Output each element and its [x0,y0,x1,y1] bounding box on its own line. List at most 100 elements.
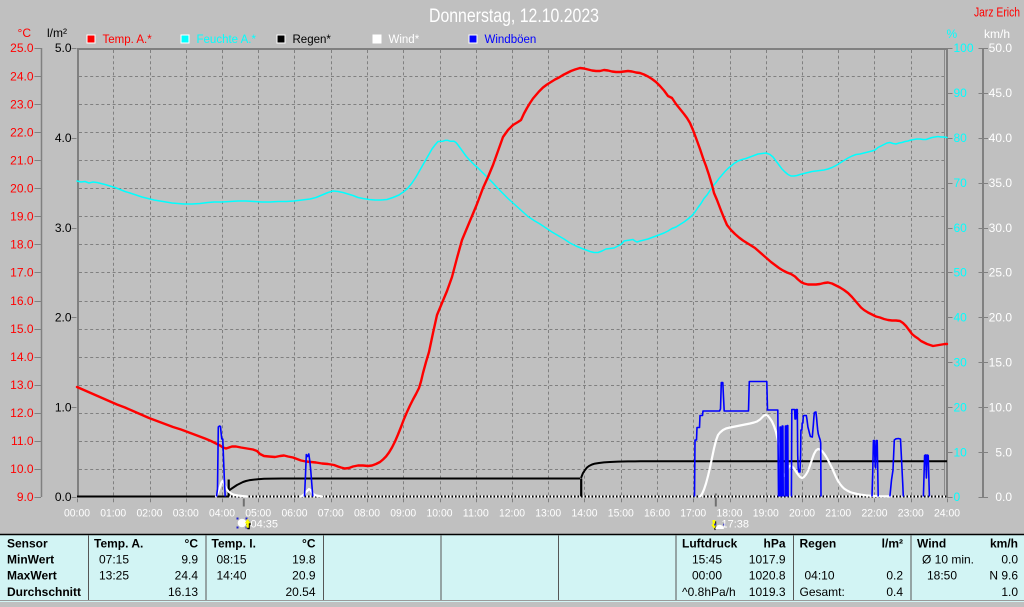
svg-text:9.9: 9.9 [181,553,198,567]
svg-text:Sensor: Sensor [7,537,48,551]
svg-text:Temp. A.: Temp. A. [94,537,143,551]
svg-text:l/m²: l/m² [47,26,67,40]
svg-text:11.0: 11.0 [11,434,34,448]
svg-text:16.0: 16.0 [10,294,34,308]
svg-text:19.0: 19.0 [10,210,34,224]
svg-text:18:50: 18:50 [927,569,957,583]
svg-text:20:00: 20:00 [789,508,815,520]
svg-text:1020.8: 1020.8 [749,569,786,583]
svg-text:°C: °C [18,26,32,40]
svg-text:14.0: 14.0 [10,350,34,364]
svg-text:10:00: 10:00 [427,508,453,520]
svg-text:00:00: 00:00 [64,508,90,520]
svg-text:100: 100 [954,41,974,55]
svg-text:17:00: 17:00 [680,508,706,520]
svg-text:5.0: 5.0 [55,41,72,55]
svg-text:Donnerstag, 12.10.2023: Donnerstag, 12.10.2023 [429,6,599,27]
svg-text:13:00: 13:00 [535,508,561,520]
svg-text:0.0: 0.0 [1001,553,1018,567]
svg-text:15:00: 15:00 [608,508,634,520]
svg-text:21.0: 21.0 [10,153,34,167]
svg-text:17.0: 17.0 [10,266,34,280]
svg-text:20.54: 20.54 [285,585,315,599]
svg-text:14:40: 14:40 [217,569,247,583]
svg-text:20: 20 [954,400,968,414]
svg-text:^0.8hPa/h: ^0.8hPa/h [682,585,736,599]
svg-text:0.4: 0.4 [886,585,903,599]
svg-text:04:35: 04:35 [251,519,279,531]
svg-text:22:00: 22:00 [862,508,888,520]
svg-text:25.0: 25.0 [989,266,1013,280]
svg-text:17:38: 17:38 [722,519,750,531]
svg-text:km/h: km/h [984,27,1010,41]
svg-text:km/h: km/h [990,537,1018,551]
svg-text:06:00: 06:00 [282,508,308,520]
svg-text:40: 40 [954,311,968,325]
svg-text:50.0: 50.0 [989,41,1013,55]
svg-text:23.0: 23.0 [10,97,34,111]
svg-text:Regen*: Regen* [293,34,332,46]
svg-text:Durchschnitt: Durchschnitt [7,585,81,599]
svg-text:22.0: 22.0 [10,125,34,139]
svg-text:Ø 10 min.: Ø 10 min. [922,553,974,567]
svg-text:14:00: 14:00 [572,508,598,520]
svg-text:04:00: 04:00 [209,508,235,520]
svg-text:MaxWert: MaxWert [7,569,57,583]
svg-text:70: 70 [954,176,968,190]
svg-text:Wind: Wind [917,537,946,551]
svg-text:80: 80 [954,131,968,145]
svg-text:11:00: 11:00 [463,508,489,520]
svg-text:07:00: 07:00 [318,508,344,520]
svg-text:50: 50 [954,266,968,280]
svg-text:20.0: 20.0 [10,182,34,196]
svg-text:90: 90 [954,86,968,100]
svg-text:l/m²: l/m² [882,537,903,551]
svg-text:00:00: 00:00 [692,569,722,583]
svg-text:24:00: 24:00 [934,508,960,520]
svg-text:Wind*: Wind* [389,34,420,46]
svg-text:12:00: 12:00 [499,508,525,520]
svg-text:01:00: 01:00 [100,508,126,520]
svg-text:08:15: 08:15 [217,553,247,567]
svg-text:15:45: 15:45 [692,553,722,567]
svg-text:18:00: 18:00 [717,508,743,520]
svg-text:04:10: 04:10 [805,569,835,583]
svg-text:1017.9: 1017.9 [749,553,786,567]
svg-text:16.13: 16.13 [168,585,198,599]
svg-text:15.0: 15.0 [989,356,1013,370]
svg-text:25.0: 25.0 [10,41,34,55]
svg-text:2.0: 2.0 [55,311,72,325]
svg-text:10.0: 10.0 [10,462,34,476]
svg-text:Jarz Erich: Jarz Erich [974,5,1020,20]
svg-text:15.0: 15.0 [10,322,34,336]
svg-text:10: 10 [954,445,968,459]
svg-text:05:00: 05:00 [245,508,271,520]
svg-text:MinWert: MinWert [7,553,54,567]
svg-text:3.0: 3.0 [55,221,72,235]
svg-text:40.0: 40.0 [989,131,1013,145]
svg-text:1019.3: 1019.3 [749,585,786,599]
svg-text:03:00: 03:00 [173,508,199,520]
svg-text:1.0: 1.0 [55,400,72,414]
svg-text:02:00: 02:00 [137,508,163,520]
svg-text:21:00: 21:00 [825,508,851,520]
svg-text:13:25: 13:25 [99,569,129,583]
svg-text:19.8: 19.8 [292,553,316,567]
svg-text:4.0: 4.0 [55,131,72,145]
svg-text:N 9.6: N 9.6 [989,569,1018,583]
svg-text:35.0: 35.0 [989,176,1013,190]
svg-text:45.0: 45.0 [989,86,1013,100]
svg-text:23:00: 23:00 [898,508,924,520]
svg-text:Regen: Regen [800,537,837,551]
svg-text:30: 30 [954,356,968,370]
svg-text:10.0: 10.0 [989,400,1013,414]
svg-text:hPa: hPa [763,537,785,551]
svg-text:19:00: 19:00 [753,508,779,520]
svg-text:%: % [947,27,958,41]
svg-text:16:00: 16:00 [644,508,670,520]
svg-text:24.4: 24.4 [175,569,199,583]
svg-text:°C: °C [302,537,316,551]
svg-text:0: 0 [954,490,961,504]
svg-text:Temp. I.: Temp. I. [212,537,256,551]
svg-text:24.0: 24.0 [10,69,34,83]
